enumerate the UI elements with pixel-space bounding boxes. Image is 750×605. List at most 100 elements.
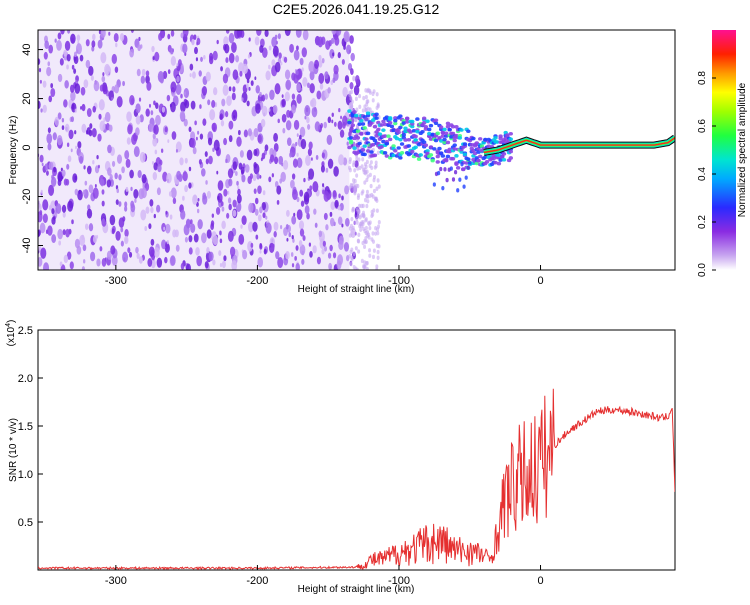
noise-speck bbox=[293, 49, 300, 61]
signal-speck bbox=[350, 123, 356, 128]
noise-fade-speck bbox=[352, 160, 356, 165]
y-tick-label: 2.5 bbox=[18, 325, 33, 337]
noise-speck bbox=[238, 233, 245, 245]
noise-speck bbox=[172, 197, 177, 205]
signal-speck bbox=[428, 145, 434, 149]
noise-speck bbox=[154, 149, 158, 155]
noise-speck bbox=[212, 259, 216, 266]
noise-speck bbox=[349, 35, 354, 44]
noise-speck bbox=[179, 110, 186, 121]
noise-speck bbox=[299, 228, 305, 237]
noise-fade-speck bbox=[363, 180, 367, 185]
noise-speck bbox=[63, 99, 68, 108]
noise-speck bbox=[170, 56, 177, 66]
signal-speck bbox=[381, 119, 386, 124]
noise-fade-speck bbox=[363, 264, 367, 270]
signal-speck bbox=[384, 115, 389, 119]
y-tick-label: 20 bbox=[21, 92, 33, 104]
noise-fade-speck bbox=[364, 94, 368, 100]
noise-speck bbox=[235, 55, 240, 63]
noise-speck bbox=[38, 203, 42, 212]
noise-speck bbox=[97, 39, 103, 49]
noise-speck bbox=[154, 247, 160, 258]
noise-speck bbox=[82, 189, 86, 195]
noise-speck bbox=[291, 104, 296, 114]
noise-speck bbox=[259, 243, 263, 250]
signal-speck bbox=[384, 154, 389, 158]
signal-speck bbox=[354, 113, 359, 118]
signal-speck bbox=[410, 124, 415, 129]
noise-speck bbox=[66, 64, 69, 70]
noise-speck bbox=[122, 80, 125, 87]
noise-speck bbox=[225, 158, 228, 164]
noise-speck bbox=[312, 181, 319, 193]
noise-speck bbox=[318, 230, 323, 238]
signal-speck bbox=[384, 141, 389, 146]
signal-speck bbox=[471, 148, 476, 153]
noise-speck bbox=[350, 68, 354, 75]
signal-speck bbox=[347, 120, 352, 125]
signal-speck bbox=[493, 136, 498, 140]
noise-speck bbox=[253, 128, 259, 138]
signal-speck bbox=[461, 167, 466, 171]
noise-speck bbox=[224, 111, 229, 118]
noise-speck bbox=[39, 210, 43, 216]
noise-speck bbox=[86, 108, 92, 118]
noise-speck bbox=[139, 151, 146, 163]
noise-speck bbox=[212, 147, 215, 152]
noise-speck bbox=[61, 125, 65, 131]
noise-speck bbox=[300, 200, 305, 207]
noise-speck bbox=[130, 203, 136, 213]
signal-speck bbox=[386, 134, 391, 138]
noise-speck bbox=[92, 235, 98, 244]
signal-tail-speck bbox=[460, 162, 464, 167]
noise-speck bbox=[264, 93, 269, 100]
noise-speck bbox=[212, 50, 218, 61]
noise-speck bbox=[91, 40, 96, 48]
noise-speck bbox=[341, 195, 344, 201]
noise-speck bbox=[262, 47, 268, 58]
noise-speck bbox=[250, 242, 254, 248]
noise-speck bbox=[140, 75, 146, 84]
noise-speck bbox=[212, 234, 219, 246]
noise-speck bbox=[330, 201, 336, 211]
noise-speck bbox=[99, 246, 103, 252]
noise-speck bbox=[85, 39, 90, 47]
noise-speck bbox=[167, 69, 171, 74]
signal-speck bbox=[483, 155, 488, 159]
signal-speck bbox=[418, 153, 423, 157]
signal-speck bbox=[428, 123, 434, 128]
noise-fade-speck bbox=[374, 226, 378, 231]
noise-speck bbox=[106, 179, 111, 188]
noise-speck bbox=[280, 61, 283, 66]
noise-speck bbox=[125, 158, 131, 168]
noise-speck bbox=[255, 234, 259, 240]
signal-speck bbox=[435, 131, 440, 136]
signal-speck bbox=[352, 110, 357, 114]
noise-speck bbox=[166, 240, 169, 245]
noise-speck bbox=[309, 185, 313, 191]
noise-speck bbox=[306, 212, 310, 220]
signal-speck bbox=[403, 126, 408, 131]
signal-speck bbox=[438, 125, 444, 129]
noise-fade-speck bbox=[349, 261, 353, 267]
noise-speck bbox=[151, 160, 155, 165]
signal-speck bbox=[372, 153, 378, 158]
colorbar-tick-label: 0.8 bbox=[697, 71, 708, 85]
noise-speck bbox=[160, 148, 164, 153]
noise-speck bbox=[295, 141, 298, 147]
noise-speck bbox=[338, 107, 341, 113]
noise-speck bbox=[219, 238, 223, 244]
noise-speck bbox=[296, 152, 299, 157]
noise-speck bbox=[124, 237, 128, 243]
noise-speck bbox=[70, 148, 73, 153]
noise-speck bbox=[73, 68, 77, 74]
noise-fade-speck bbox=[364, 164, 368, 169]
noise-speck bbox=[259, 206, 263, 214]
noise-speck bbox=[83, 259, 86, 264]
colorbar-tick-label: 0.2 bbox=[697, 215, 708, 229]
noise-speck bbox=[130, 186, 133, 191]
signal-speck bbox=[454, 124, 459, 129]
noise-speck bbox=[285, 251, 290, 260]
noise-speck bbox=[189, 73, 192, 78]
